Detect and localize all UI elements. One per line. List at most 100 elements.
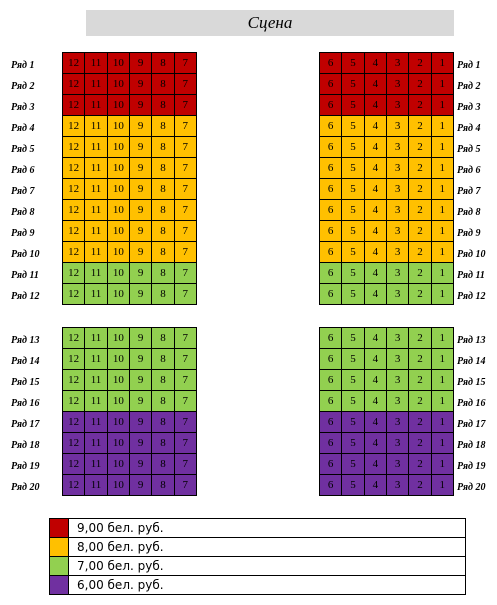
- seat[interactable]: 4: [364, 179, 387, 200]
- seat[interactable]: 3: [386, 116, 410, 137]
- seat[interactable]: 4: [364, 116, 387, 137]
- seat[interactable]: 12: [63, 454, 86, 475]
- seat[interactable]: 6: [320, 116, 343, 137]
- seat[interactable]: 1: [431, 200, 454, 221]
- seat[interactable]: 11: [85, 328, 108, 349]
- seat[interactable]: 7: [174, 200, 197, 221]
- seat[interactable]: 12: [63, 200, 86, 221]
- seat[interactable]: 4: [364, 53, 387, 74]
- seat[interactable]: 8: [152, 263, 175, 284]
- seat[interactable]: 12: [63, 412, 86, 433]
- seat[interactable]: 3: [386, 95, 410, 116]
- seat[interactable]: 11: [85, 475, 108, 496]
- seat[interactable]: 5: [342, 284, 365, 305]
- seat[interactable]: 5: [342, 53, 365, 74]
- seat[interactable]: 3: [386, 284, 410, 305]
- seat[interactable]: 4: [364, 95, 387, 116]
- seat[interactable]: 6: [320, 95, 343, 116]
- seat[interactable]: 4: [364, 349, 387, 370]
- seat[interactable]: 3: [386, 53, 410, 74]
- seat[interactable]: 10: [107, 116, 130, 137]
- seat[interactable]: 7: [174, 454, 197, 475]
- seat[interactable]: 2: [409, 454, 432, 475]
- seat[interactable]: 9: [129, 391, 153, 412]
- seat[interactable]: 7: [174, 328, 197, 349]
- seat[interactable]: 12: [63, 95, 86, 116]
- seat[interactable]: 8: [152, 412, 175, 433]
- seat[interactable]: 7: [174, 53, 197, 74]
- seat[interactable]: 9: [129, 433, 153, 454]
- seat[interactable]: 7: [174, 221, 197, 242]
- seat[interactable]: 6: [320, 179, 343, 200]
- seat[interactable]: 7: [174, 349, 197, 370]
- seat[interactable]: 5: [342, 433, 365, 454]
- seat[interactable]: 10: [107, 391, 130, 412]
- seat[interactable]: 6: [320, 475, 343, 496]
- seat[interactable]: 2: [409, 200, 432, 221]
- seat[interactable]: 8: [152, 242, 175, 263]
- seat[interactable]: 4: [364, 433, 387, 454]
- seat[interactable]: 11: [85, 349, 108, 370]
- seat[interactable]: 8: [152, 74, 175, 95]
- seat[interactable]: 5: [342, 179, 365, 200]
- seat[interactable]: 11: [85, 391, 108, 412]
- seat[interactable]: 5: [342, 263, 365, 284]
- seat[interactable]: 10: [107, 179, 130, 200]
- seat[interactable]: 10: [107, 137, 130, 158]
- seat[interactable]: 12: [63, 221, 86, 242]
- seat[interactable]: 3: [386, 433, 410, 454]
- seat[interactable]: 11: [85, 433, 108, 454]
- seat[interactable]: 2: [409, 370, 432, 391]
- seat[interactable]: 2: [409, 137, 432, 158]
- seat[interactable]: 3: [386, 263, 410, 284]
- seat[interactable]: 10: [107, 370, 130, 391]
- seat[interactable]: 4: [364, 370, 387, 391]
- seat[interactable]: 4: [364, 454, 387, 475]
- seat[interactable]: 4: [364, 158, 387, 179]
- seat[interactable]: 8: [152, 158, 175, 179]
- seat[interactable]: 11: [85, 284, 108, 305]
- seat[interactable]: 10: [107, 95, 130, 116]
- seat[interactable]: 9: [129, 328, 153, 349]
- seat[interactable]: 3: [386, 328, 410, 349]
- seat[interactable]: 1: [431, 74, 454, 95]
- seat[interactable]: 6: [320, 370, 343, 391]
- seat[interactable]: 4: [364, 242, 387, 263]
- seat[interactable]: 8: [152, 391, 175, 412]
- seat[interactable]: 9: [129, 412, 153, 433]
- seat[interactable]: 12: [63, 370, 86, 391]
- seat[interactable]: 2: [409, 263, 432, 284]
- seat[interactable]: 1: [431, 137, 454, 158]
- seat[interactable]: 5: [342, 412, 365, 433]
- seat[interactable]: 10: [107, 158, 130, 179]
- seat[interactable]: 1: [431, 454, 454, 475]
- seat[interactable]: 8: [152, 475, 175, 496]
- seat[interactable]: 11: [85, 412, 108, 433]
- seat[interactable]: 3: [386, 242, 410, 263]
- seat[interactable]: 6: [320, 284, 343, 305]
- seat[interactable]: 12: [63, 74, 86, 95]
- seat[interactable]: 6: [320, 200, 343, 221]
- seat[interactable]: 10: [107, 349, 130, 370]
- seat[interactable]: 6: [320, 328, 343, 349]
- seat[interactable]: 10: [107, 475, 130, 496]
- seat[interactable]: 1: [431, 263, 454, 284]
- seat[interactable]: 1: [431, 412, 454, 433]
- seat[interactable]: 7: [174, 179, 197, 200]
- seat[interactable]: 1: [431, 370, 454, 391]
- seat[interactable]: 11: [85, 116, 108, 137]
- seat[interactable]: 8: [152, 221, 175, 242]
- seat[interactable]: 10: [107, 328, 130, 349]
- seat[interactable]: 2: [409, 158, 432, 179]
- seat[interactable]: 2: [409, 349, 432, 370]
- seat[interactable]: 11: [85, 221, 108, 242]
- seat[interactable]: 1: [431, 391, 454, 412]
- seat[interactable]: 2: [409, 412, 432, 433]
- seat[interactable]: 7: [174, 475, 197, 496]
- seat[interactable]: 6: [320, 74, 343, 95]
- seat[interactable]: 9: [129, 349, 153, 370]
- seat[interactable]: 8: [152, 53, 175, 74]
- seat[interactable]: 10: [107, 74, 130, 95]
- seat[interactable]: 12: [63, 158, 86, 179]
- seat[interactable]: 12: [63, 116, 86, 137]
